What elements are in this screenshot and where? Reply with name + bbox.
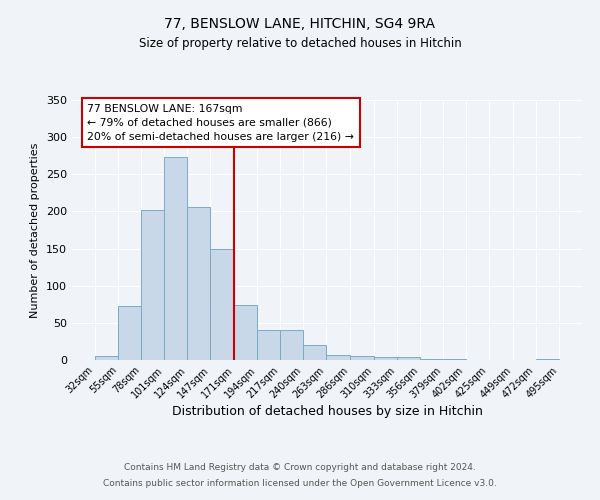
- Bar: [235, 305, 257, 360]
- Bar: [397, 357, 419, 360]
- Bar: [141, 210, 164, 360]
- Y-axis label: Number of detached properties: Number of detached properties: [31, 142, 40, 318]
- Text: Size of property relative to detached houses in Hitchin: Size of property relative to detached ho…: [139, 38, 461, 51]
- Bar: [536, 358, 559, 360]
- Bar: [118, 306, 141, 360]
- Bar: [164, 157, 187, 360]
- Text: Contains public sector information licensed under the Open Government Licence v3: Contains public sector information licen…: [103, 478, 497, 488]
- X-axis label: Distribution of detached houses by size in Hitchin: Distribution of detached houses by size …: [172, 406, 482, 418]
- Bar: [350, 356, 374, 360]
- Bar: [326, 355, 350, 360]
- Bar: [374, 357, 397, 360]
- Bar: [211, 250, 235, 360]
- Bar: [187, 207, 211, 360]
- Bar: [304, 345, 326, 360]
- Bar: [280, 330, 304, 360]
- Bar: [257, 330, 280, 360]
- Text: 77 BENSLOW LANE: 167sqm
← 79% of detached houses are smaller (866)
20% of semi-d: 77 BENSLOW LANE: 167sqm ← 79% of detache…: [88, 104, 354, 142]
- Bar: [419, 358, 443, 360]
- Text: 77, BENSLOW LANE, HITCHIN, SG4 9RA: 77, BENSLOW LANE, HITCHIN, SG4 9RA: [164, 18, 436, 32]
- Bar: [95, 356, 118, 360]
- Text: Contains HM Land Registry data © Crown copyright and database right 2024.: Contains HM Land Registry data © Crown c…: [124, 464, 476, 472]
